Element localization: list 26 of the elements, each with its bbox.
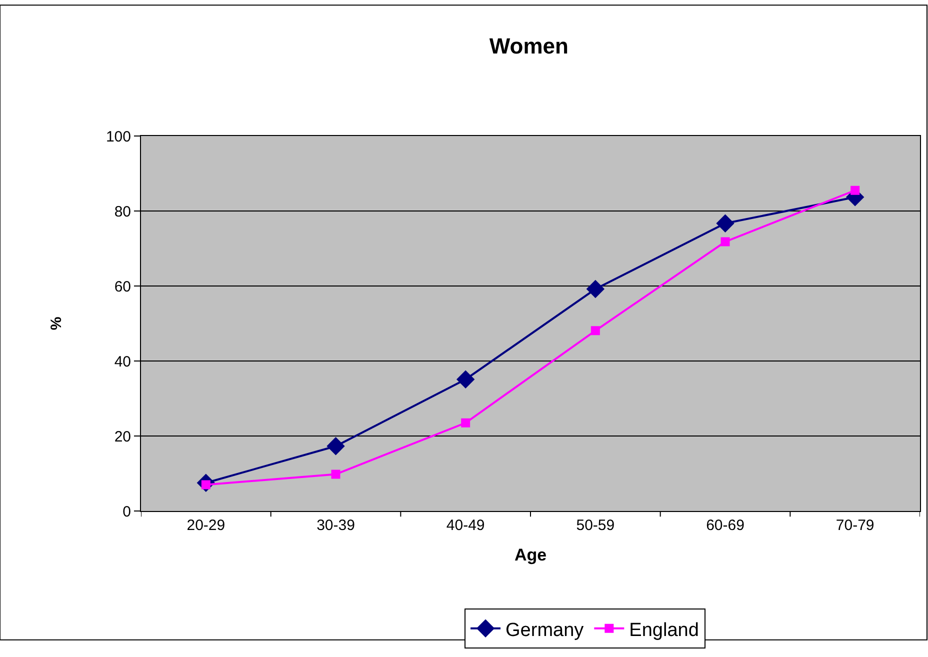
legend-label: England — [629, 620, 699, 641]
y-tick-label: 100 — [106, 128, 131, 146]
y-tick-label: 60 — [114, 278, 131, 296]
point — [456, 370, 475, 388]
point — [586, 280, 605, 298]
x-tick-label: 40-49 — [446, 517, 485, 534]
point — [461, 418, 470, 428]
y-tick-label: 0 — [122, 503, 131, 520]
legend-label: Germany — [506, 620, 584, 641]
y-tick-label: 80 — [114, 203, 131, 220]
x-tick-label: 20-29 — [186, 517, 226, 534]
chart-title: Women — [489, 34, 568, 59]
point — [850, 186, 860, 195]
x-tick-label: 60-69 — [706, 517, 744, 534]
x-tick-label: 70-79 — [836, 517, 874, 534]
point — [331, 470, 340, 479]
point — [716, 214, 734, 232]
point — [326, 437, 345, 456]
point — [590, 326, 600, 336]
y-tick-label: 20 — [114, 428, 131, 446]
x-axis-title: Age — [514, 545, 547, 564]
x-tick-label: 50-59 — [576, 517, 615, 534]
x-tick-label: 30-39 — [316, 517, 355, 534]
y-tick-label: 40 — [114, 353, 131, 370]
point — [720, 237, 730, 246]
y-axis-title: % — [48, 316, 66, 330]
